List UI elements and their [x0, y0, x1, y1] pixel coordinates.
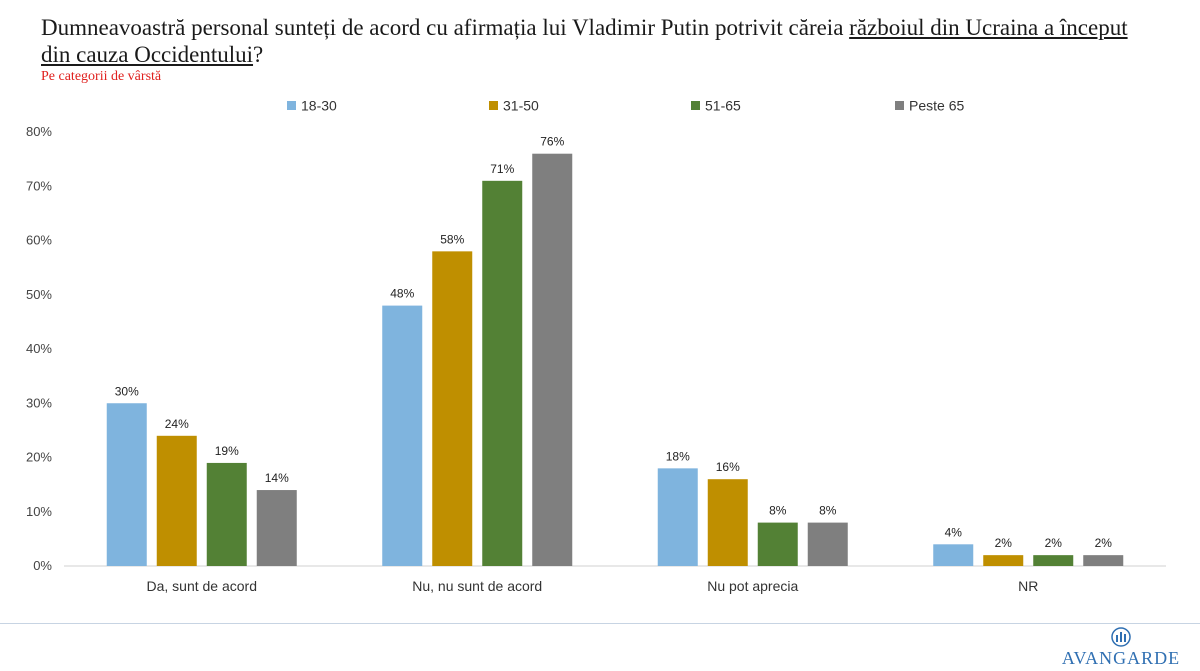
bar — [757, 522, 798, 566]
data-label: 18% — [666, 449, 690, 463]
title-underlined-text: războiul din Ucraina a început din cauza… — [41, 15, 1128, 67]
data-label: 2% — [1095, 536, 1113, 550]
bar — [1033, 555, 1074, 566]
bar — [482, 180, 523, 566]
legend-label: 31-50 — [503, 98, 539, 114]
legend-swatch — [895, 101, 904, 110]
data-label: 8% — [819, 504, 837, 518]
bar — [707, 479, 748, 566]
logo-icon — [1111, 627, 1131, 647]
chart-title: Dumneavoastră personal sunteți de acord … — [41, 14, 1161, 68]
y-tick-label: 50% — [26, 287, 52, 302]
bar — [807, 522, 848, 566]
data-label: 14% — [265, 471, 289, 485]
y-tick-label: 60% — [26, 233, 52, 248]
data-label: 30% — [115, 384, 139, 398]
bar — [933, 544, 974, 566]
bar — [156, 435, 197, 566]
data-label: 58% — [440, 232, 464, 246]
brand-logo: AVANGARDE — [1056, 626, 1186, 668]
data-label: 48% — [390, 287, 414, 301]
data-label: 76% — [540, 135, 564, 149]
data-label: 2% — [995, 536, 1013, 550]
data-label: 2% — [1045, 536, 1063, 550]
brand-name: AVANGARDE — [1061, 648, 1181, 668]
bar — [532, 153, 573, 566]
legend-label: 18-30 — [301, 98, 337, 114]
data-label: 71% — [490, 162, 514, 176]
data-label: 24% — [165, 417, 189, 431]
y-tick-label: 40% — [26, 341, 52, 356]
title-suffix: ? — [253, 42, 264, 67]
y-tick-label: 70% — [26, 178, 52, 193]
data-label: 4% — [945, 525, 963, 539]
title-text: Dumneavoastră personal sunteți de acord … — [41, 15, 850, 40]
bar — [983, 555, 1024, 566]
bar — [206, 462, 247, 566]
legend-swatch — [287, 101, 296, 110]
bar-chart: 0% 10% 20% 30% 40% 50% 60% 70% 80% 30% 24% 19% 14% Da… — [26, 98, 1166, 594]
category-label: NR — [1018, 578, 1038, 594]
data-label: 8% — [769, 504, 787, 518]
bar — [106, 403, 147, 566]
legend-label: Peste 65 — [909, 98, 964, 114]
legend-label: 51-65 — [705, 98, 741, 114]
legend-swatch — [489, 101, 498, 110]
category-label: Nu pot aprecia — [707, 578, 798, 594]
bar — [657, 468, 698, 566]
y-tick-label: 20% — [26, 450, 52, 465]
chart-subtitle: Pe categorii de vârstă — [41, 69, 162, 84]
y-tick-label: 0% — [33, 558, 52, 573]
data-label: 19% — [215, 444, 239, 458]
bar — [256, 490, 297, 566]
y-tick-label: 80% — [26, 124, 52, 139]
y-tick-label: 30% — [26, 395, 52, 410]
category-label: Da, sunt de acord — [146, 578, 257, 594]
footer-divider — [0, 623, 1200, 624]
data-label: 16% — [716, 460, 740, 474]
bar — [1083, 555, 1124, 566]
category-label: Nu, nu sunt de acord — [412, 578, 542, 594]
bar — [382, 305, 423, 566]
y-tick-label: 10% — [26, 504, 52, 519]
legend-swatch — [691, 101, 700, 110]
bar — [432, 251, 473, 566]
